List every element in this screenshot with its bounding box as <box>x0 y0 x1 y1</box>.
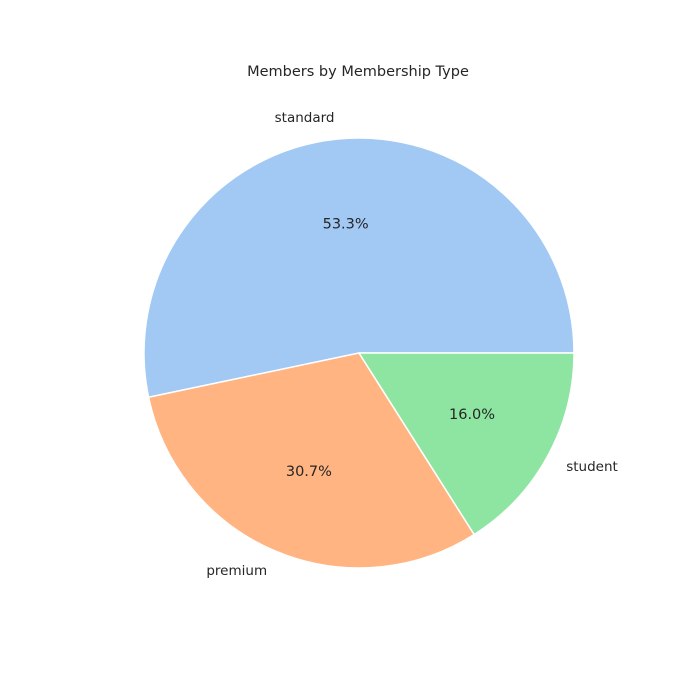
slice-label-standard: standard <box>275 110 335 126</box>
chart-title: Members by Membership Type <box>247 64 469 80</box>
pie-slice-standard <box>143 137 575 399</box>
percent-label-standard: 53.3% <box>323 217 369 233</box>
pie-slice-student <box>358 352 575 536</box>
slice-label-premium: premium <box>206 563 267 579</box>
percent-label-student: 16.0% <box>449 407 495 423</box>
slice-label-student: student <box>566 459 618 475</box>
pie-labels: standard 53.3% premium 30.7% student 16.0% <box>206 110 617 579</box>
pie-slices <box>143 137 575 569</box>
percent-label-premium: 30.7% <box>286 464 332 480</box>
